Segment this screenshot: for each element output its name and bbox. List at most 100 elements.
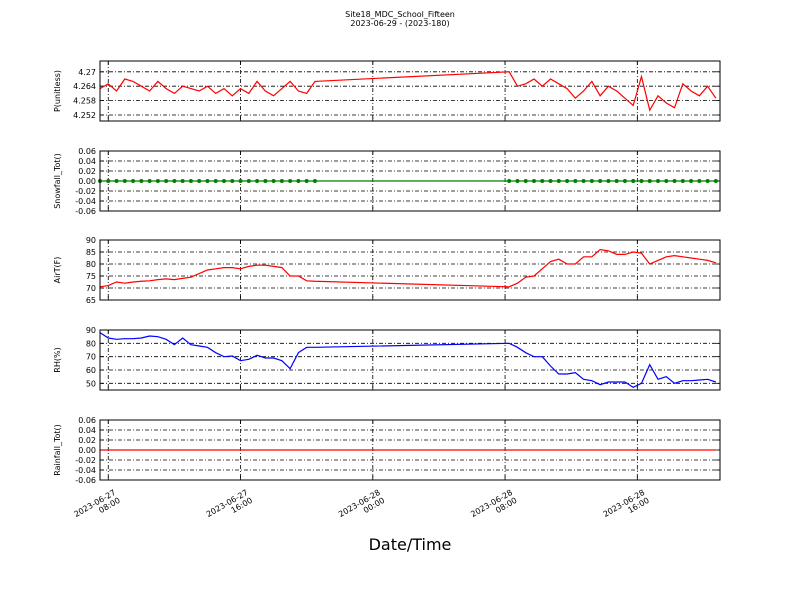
y-tick-label: -0.04 — [75, 466, 96, 475]
y-tick-label: 4.264 — [73, 82, 96, 91]
y-tick-label: 4.27 — [78, 68, 96, 77]
data-point — [213, 179, 218, 183]
data-point — [689, 179, 694, 183]
data-point — [155, 179, 160, 183]
y-axis-label: RH(%) — [53, 347, 62, 372]
data-line — [99, 248, 717, 288]
y-axis-label: Snowfall_Tot() — [53, 153, 62, 209]
data-point — [598, 179, 603, 183]
data-point — [246, 179, 251, 183]
data-point — [680, 179, 685, 183]
plot-frame — [99, 150, 721, 212]
data-point — [606, 179, 611, 183]
data-point — [180, 179, 185, 183]
data-point — [279, 179, 284, 183]
plot-frame — [99, 239, 721, 301]
data-point — [131, 179, 136, 183]
y-tick-label: 90 — [86, 236, 96, 245]
y-tick-label: 4.252 — [73, 111, 96, 120]
data-point — [664, 179, 669, 183]
data-point — [507, 179, 512, 183]
y-tick-label: -0.06 — [75, 476, 96, 485]
data-point — [197, 179, 202, 183]
data-point — [255, 179, 260, 183]
y-tick-label: 90 — [86, 326, 96, 335]
data-point — [263, 179, 268, 183]
y-tick-label: 80 — [86, 339, 96, 348]
data-point — [548, 179, 553, 183]
x-axis-label: Date/Time — [369, 535, 452, 554]
y-tick-label: 0.06 — [78, 416, 96, 425]
y-tick-label: 65 — [86, 296, 96, 305]
data-point — [672, 179, 677, 183]
data-point — [188, 179, 193, 183]
y-tick-label: 0.00 — [78, 446, 96, 455]
data-point — [697, 179, 702, 183]
data-point — [296, 179, 301, 183]
data-point — [139, 179, 144, 183]
data-point — [106, 179, 111, 183]
data-point — [164, 179, 169, 183]
panel: P(unitless) 4.252 4.258 4.264 4.27 — [53, 60, 721, 122]
y-tick-label: 0.02 — [78, 436, 96, 445]
data-point — [172, 179, 177, 183]
y-axis-label: AirT(F) — [53, 257, 62, 284]
data-point — [515, 179, 520, 183]
y-tick-label: 50 — [86, 379, 96, 388]
data-point — [713, 179, 718, 183]
y-tick-label: 0.06 — [78, 147, 96, 156]
y-tick-label: -0.04 — [75, 197, 96, 206]
y-tick-label: 0.02 — [78, 167, 96, 176]
y-tick-label: 0.00 — [78, 177, 96, 186]
data-point — [288, 179, 293, 183]
data-line — [99, 71, 717, 112]
data-point — [122, 179, 127, 183]
data-point — [304, 179, 309, 183]
data-point — [147, 179, 152, 183]
y-tick-label: 75 — [86, 272, 96, 281]
data-point — [230, 179, 235, 183]
y-tick-label: 70 — [86, 284, 96, 293]
data-point — [614, 179, 619, 183]
chart-title: Site18_MDC_School_Fifteen — [345, 10, 455, 19]
data-point — [639, 179, 644, 183]
y-tick-label: -0.06 — [75, 207, 96, 216]
y-tick-label: -0.02 — [75, 456, 96, 465]
chart-subtitle: 2023-06-29 - (2023-180) — [350, 19, 449, 28]
data-point — [523, 179, 528, 183]
data-point — [312, 179, 317, 183]
panel: AirT(F) 65 70 75 80 85 90 — [53, 236, 721, 305]
data-point — [565, 179, 570, 183]
data-point — [222, 179, 226, 183]
data-point — [589, 179, 594, 183]
y-axis-label: P(unitless) — [53, 70, 62, 112]
data-point — [238, 179, 243, 183]
data-point — [271, 179, 276, 183]
plot-frame — [99, 60, 721, 122]
y-tick-label: -0.02 — [75, 187, 96, 196]
plot-frame — [99, 329, 721, 391]
y-tick-label: 4.258 — [73, 97, 96, 106]
data-point — [205, 179, 210, 183]
y-axis-label: Rainfall_Tot() — [53, 424, 62, 476]
data-line — [99, 332, 717, 389]
data-point — [656, 179, 660, 183]
data-point — [573, 179, 578, 183]
data-point — [705, 179, 710, 183]
y-tick-label: 85 — [86, 248, 96, 257]
data-point — [532, 179, 536, 183]
panel: RH(%) 50 60 70 80 90 — [53, 326, 721, 391]
data-point — [581, 179, 586, 183]
data-point — [622, 179, 627, 183]
y-tick-label: 0.04 — [78, 157, 96, 166]
y-tick-label: 60 — [86, 366, 96, 375]
data-point — [631, 179, 636, 183]
data-point — [540, 179, 545, 183]
y-tick-label: 70 — [86, 353, 96, 362]
y-tick-label: 0.04 — [78, 426, 96, 435]
data-point — [114, 179, 119, 183]
y-tick-label: 80 — [86, 260, 96, 269]
data-point — [647, 179, 652, 183]
